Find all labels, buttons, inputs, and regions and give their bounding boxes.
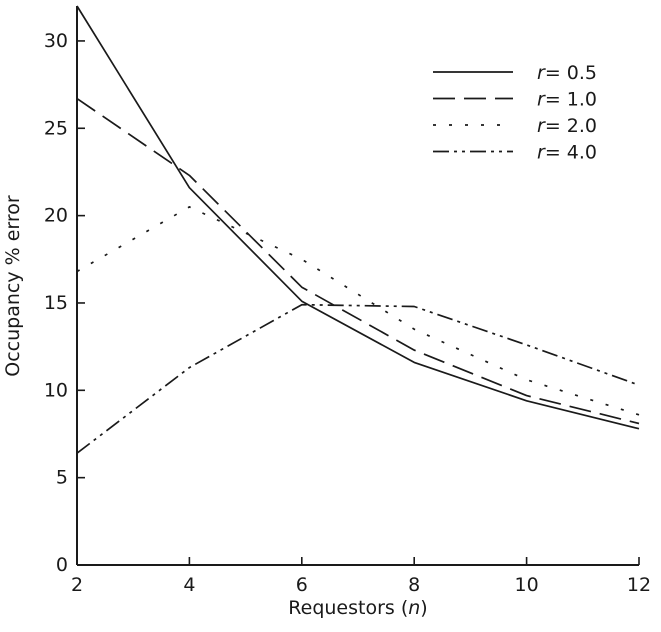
legend-variable: r [537, 142, 546, 164]
legend-label-2: r= 1.0 [537, 89, 597, 111]
y-tick-label: 15 [44, 292, 68, 314]
y-tick-label: 10 [44, 379, 68, 401]
y-tick-label: 5 [56, 467, 68, 489]
series-line-3 [76, 206, 640, 416]
x-tick-label: 2 [71, 574, 83, 596]
y-tick-label: 0 [56, 554, 68, 576]
series-line-1 [76, 5, 640, 430]
legend: r= 0.5r= 1.0r= 2.0r= 4.0 [433, 62, 597, 164]
legend-value: = 0.5 [545, 62, 597, 84]
y-axis-title: Occupancy % error [2, 195, 24, 377]
x-axis-title-open-paren: ( [395, 597, 408, 619]
legend-value: = 4.0 [545, 142, 597, 164]
series-lines [76, 5, 640, 454]
x-tick-label: 8 [408, 574, 420, 596]
x-axis-title-close-paren: ) [420, 597, 427, 619]
legend-label-4: r= 4.0 [537, 142, 597, 164]
legend-variable: r [537, 115, 546, 137]
x-tick-label: 10 [515, 574, 539, 596]
x-axis-title-text: Requestors [288, 597, 395, 619]
x-tick-label: 12 [627, 574, 651, 596]
legend-value: = 2.0 [545, 115, 597, 137]
y-tick-label: 30 [44, 30, 68, 52]
x-axis-title-variable: n [408, 597, 420, 619]
y-tick-label: 25 [44, 117, 68, 139]
legend-label-1: r= 0.5 [537, 62, 597, 84]
legend-variable: r [537, 62, 546, 84]
legend-variable: r [537, 89, 546, 111]
x-tick-label: 6 [296, 574, 308, 596]
x-axis-title: Requestors (n) [288, 597, 427, 619]
ticks: 2 4 6 8 10 12 0 5 10 15 20 25 30 [44, 30, 651, 596]
x-tick-label: 4 [183, 574, 195, 596]
legend-label-3: r= 2.0 [537, 115, 597, 137]
y-tick-label: 20 [44, 205, 68, 227]
series-line-2 [76, 97, 640, 425]
legend-value: = 1.0 [545, 89, 597, 111]
series-line-4 [76, 303, 640, 454]
